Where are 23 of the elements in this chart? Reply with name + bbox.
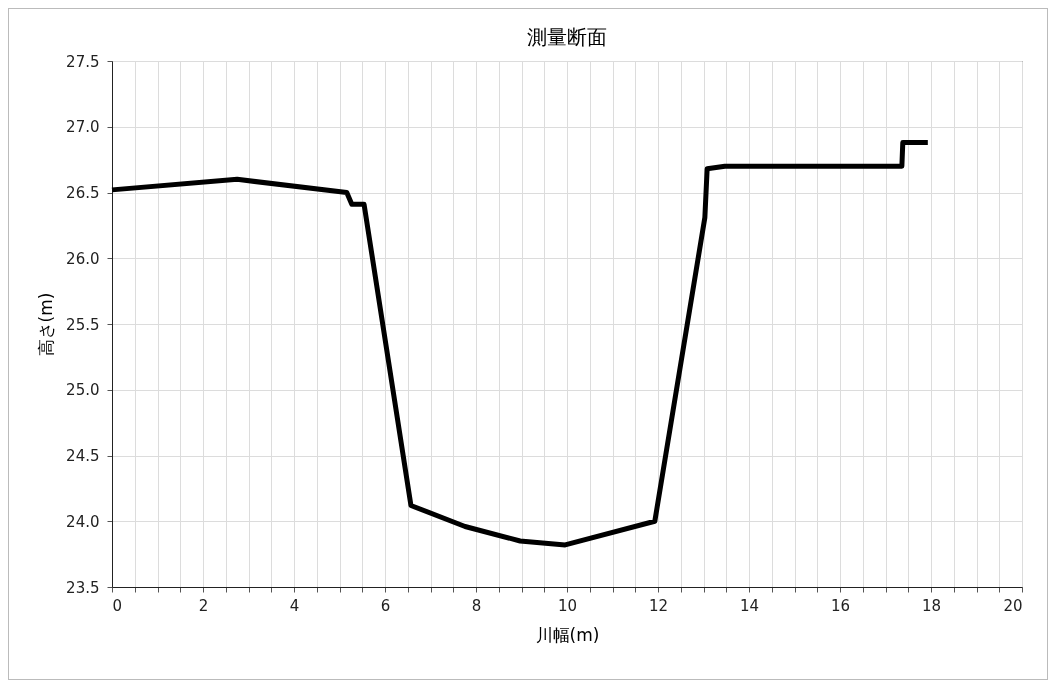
- y-tick-label: 26.0: [66, 249, 100, 268]
- y-tick-label: 27.5: [66, 52, 100, 71]
- y-tick-label: 23.5: [66, 578, 100, 597]
- x-tick-label: 16: [830, 596, 851, 615]
- y-tick-label: 25.5: [66, 315, 100, 334]
- y-axis-title: 高さ(m): [36, 292, 57, 357]
- y-tick-label: 24.5: [66, 447, 100, 465]
- x-tick-label: 14: [739, 596, 760, 615]
- y-tick-label: 26.5: [66, 184, 100, 202]
- y-tick-label: 25.0: [66, 381, 100, 400]
- x-tick-label: 8: [471, 596, 482, 615]
- x-tick-label: 20: [1003, 596, 1023, 615]
- chart-title: 測量断面: [527, 25, 607, 49]
- x-tick-label: 12: [648, 596, 669, 615]
- y-tick-label: 27.0: [66, 118, 100, 137]
- x-tick-label: 0: [112, 596, 123, 615]
- x-tick-label: 18: [921, 596, 942, 615]
- y-tick-label: 24.0: [66, 512, 100, 531]
- x-tick-label: 6: [380, 596, 391, 615]
- x-tick-label: 2: [198, 596, 209, 615]
- x-axis-title: 川幅(m): [535, 624, 600, 645]
- x-tick-label: 4: [289, 596, 300, 615]
- x-tick-label: 10: [557, 596, 578, 615]
